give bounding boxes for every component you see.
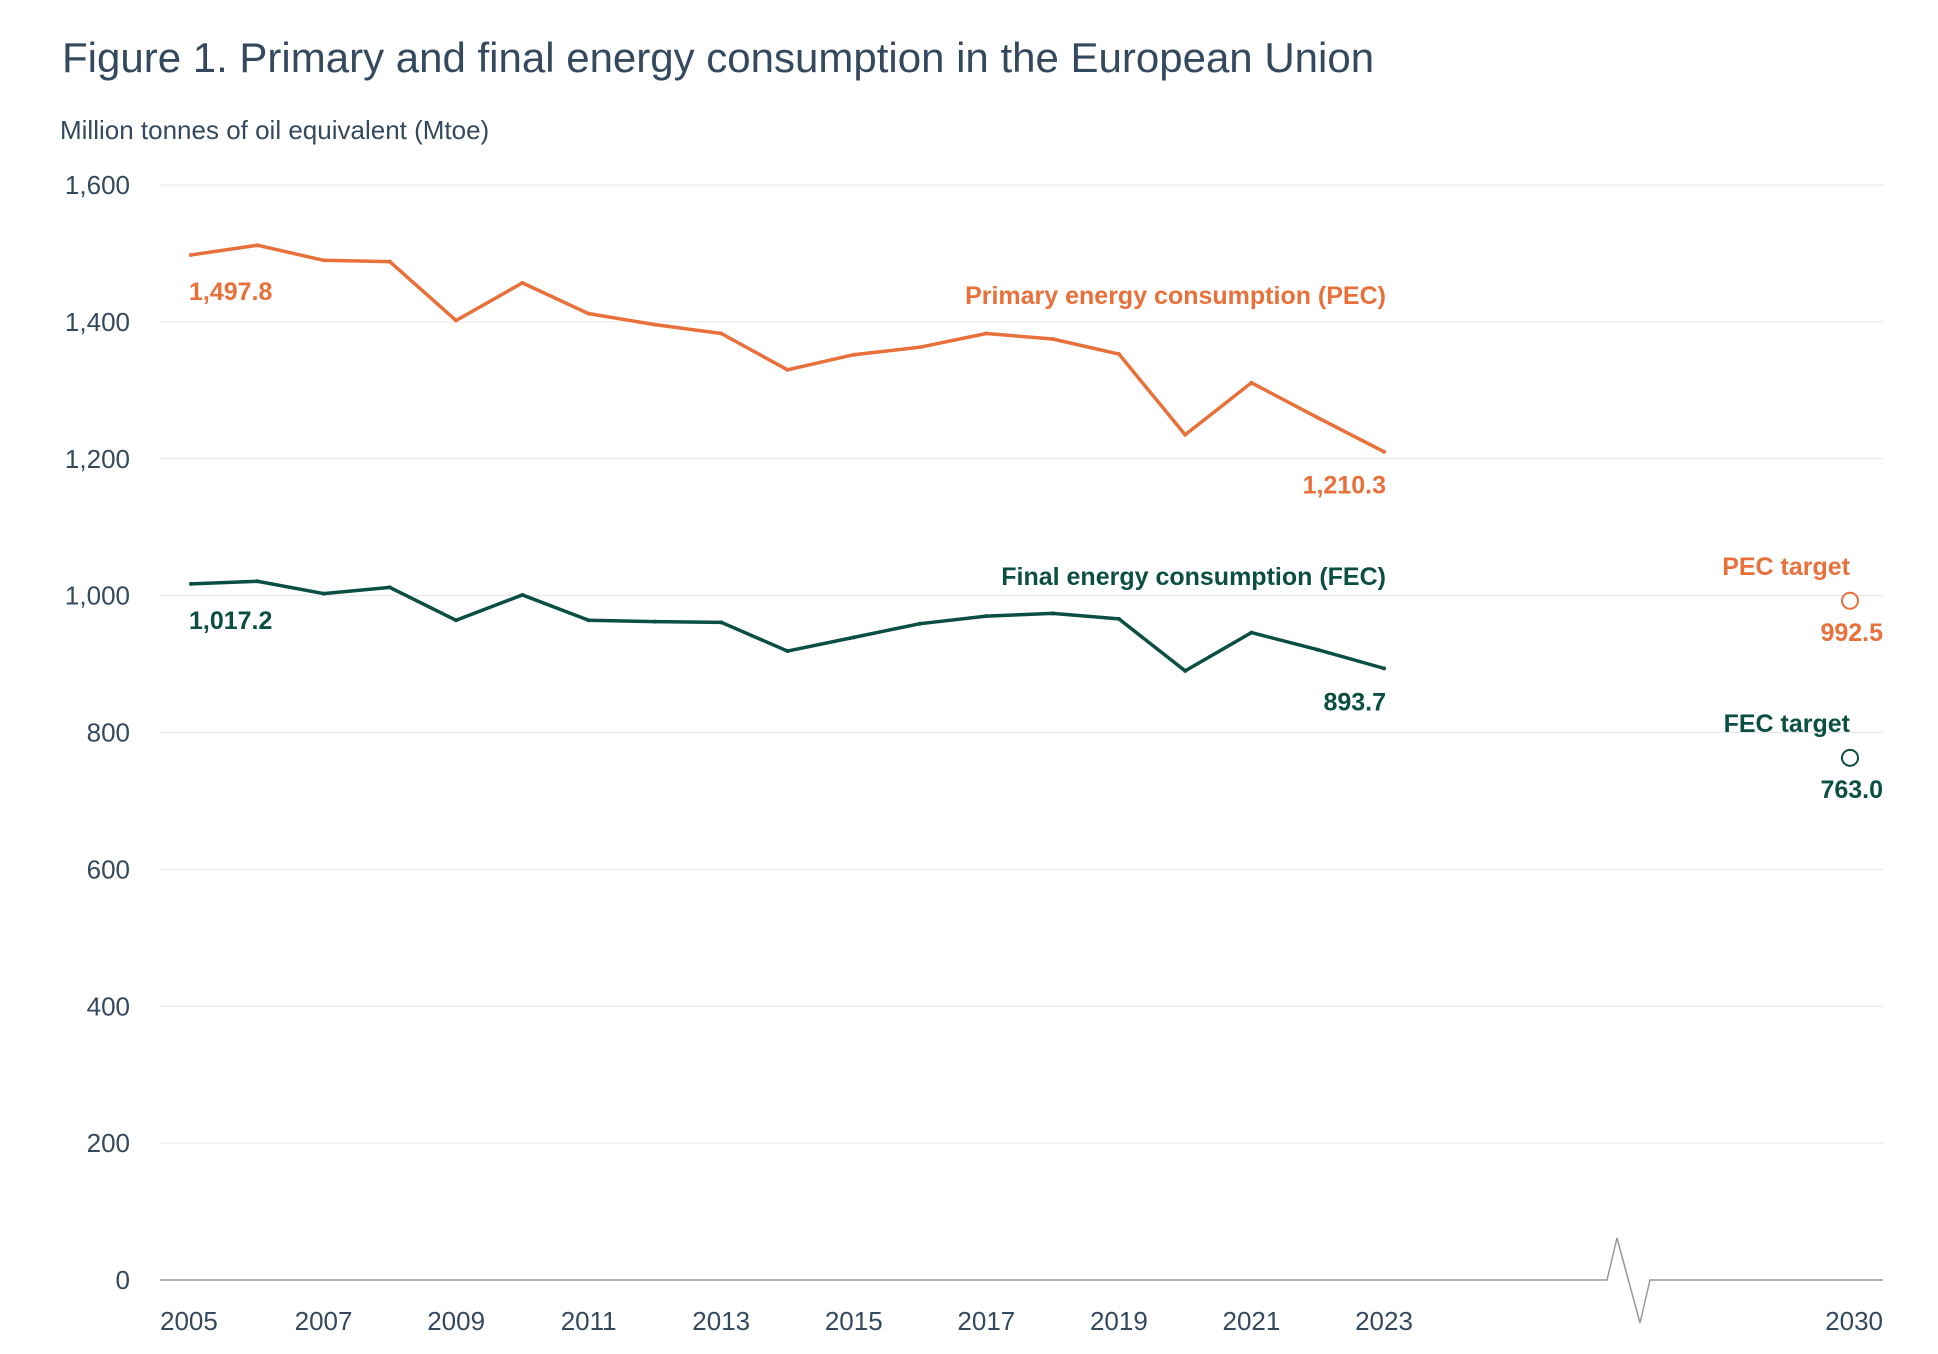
y-tick-label: 1,400 [65, 307, 130, 337]
pec-data-point [1249, 380, 1254, 385]
fec-target-label: FEC target [1724, 710, 1851, 738]
x-axis [160, 1237, 1883, 1324]
fec-data-point [785, 649, 790, 654]
pec-data-point [586, 311, 591, 316]
fec-data-point [454, 618, 459, 623]
y-tick-label: 200 [87, 1128, 130, 1158]
x-tick-label: 2019 [1090, 1306, 1148, 1336]
fec-data-point [918, 621, 923, 626]
pec-data-point [652, 322, 657, 327]
pec-target-marker [1841, 591, 1859, 610]
fec-data-point [719, 620, 724, 625]
y-tick-label: 1,200 [65, 444, 130, 474]
fec-data-point [520, 592, 525, 597]
fec-data-point [1050, 611, 1055, 616]
y-axis-ticks: 0 200 400 600 800 1,000 1,200 1,400 1,600 [65, 170, 130, 1295]
y-tick-label: 600 [87, 854, 130, 884]
y-tick-label: 1,600 [65, 170, 130, 200]
pec-data-point [1116, 352, 1121, 357]
x-tick-label: 2007 [295, 1306, 353, 1336]
x-tick-label: 2011 [561, 1306, 617, 1336]
x-tick-label: 2021 [1223, 1306, 1281, 1336]
fec-data-point [1116, 616, 1121, 621]
y-axis-label: Million tonnes of oil equivalent (Mtoe) [60, 115, 489, 145]
pec-data-point [984, 331, 989, 336]
fec-data-point [321, 591, 326, 596]
x-axis-ticks: 2005 2007 2009 2011 2013 2015 2017 2019 2021 2023… [160, 1306, 1883, 1336]
fec-data-point [255, 579, 260, 584]
fec-data-point [1315, 647, 1320, 652]
x-tick-label: 2030 [1825, 1306, 1883, 1336]
pec-data-point [255, 243, 260, 248]
pec-data-point [321, 258, 326, 263]
pec-data-point [851, 352, 856, 357]
fec-data-point [1382, 666, 1386, 671]
pec-series-label: Primary energy consumption (PEC) [965, 282, 1386, 310]
pec-data-point [1183, 432, 1188, 437]
x-tick-label: 2009 [427, 1306, 485, 1336]
pec-data-point [1315, 415, 1320, 420]
pec-target-label: PEC target [1722, 553, 1850, 581]
pec-data-point [785, 367, 790, 372]
fec-end-label: 893.7 [1323, 688, 1386, 716]
y-tick-label: 400 [87, 991, 130, 1021]
series-labels: Primary energy consumption (PEC) 1,497.8 1… [189, 278, 1883, 804]
gridlines [160, 184, 1883, 1144]
x-axis-line-with-break [160, 1237, 1883, 1324]
pec-data-point [387, 259, 392, 264]
fec-data-point [1249, 630, 1254, 635]
pec-target-value: 992.5 [1820, 619, 1883, 647]
fec-target-marker [1841, 748, 1859, 767]
y-tick-label: 0 [116, 1265, 130, 1295]
pec-data-point [520, 280, 525, 285]
x-tick-label: 2023 [1355, 1306, 1413, 1336]
fec-data-point [586, 618, 591, 623]
pec-end-label: 1,210.3 [1303, 472, 1386, 500]
fec-data-point [387, 585, 392, 590]
x-tick-label: 2013 [692, 1306, 750, 1336]
pec-data-point [719, 331, 724, 336]
fec-data-point [189, 581, 193, 586]
fec-series-label: Final energy consumption (FEC) [1001, 563, 1386, 591]
y-tick-label: 800 [87, 718, 130, 748]
fec-data-point [984, 614, 989, 619]
fec-line [190, 579, 1385, 673]
fec-data-point [1183, 668, 1188, 673]
pec-data-point [1382, 449, 1386, 454]
pec-start-label: 1,497.8 [189, 278, 273, 306]
y-tick-label: 1,000 [65, 581, 130, 611]
fec-target-value: 763.0 [1820, 776, 1883, 804]
x-tick-label: 2015 [825, 1306, 883, 1336]
chart-title: Figure 1. Primary and final energy consu… [62, 34, 1374, 81]
series-lines [189, 243, 1859, 767]
pec-data-point [918, 345, 923, 350]
fec-data-point [652, 619, 657, 624]
pec-line [190, 243, 1385, 454]
x-tick-label: 2005 [160, 1306, 218, 1336]
fec-data-point [851, 635, 856, 640]
fec-start-label: 1,017.2 [189, 607, 272, 635]
pec-data-point [189, 252, 193, 257]
x-tick-label: 2017 [957, 1306, 1015, 1336]
pec-data-point [454, 318, 459, 323]
pec-data-point [1050, 336, 1055, 341]
